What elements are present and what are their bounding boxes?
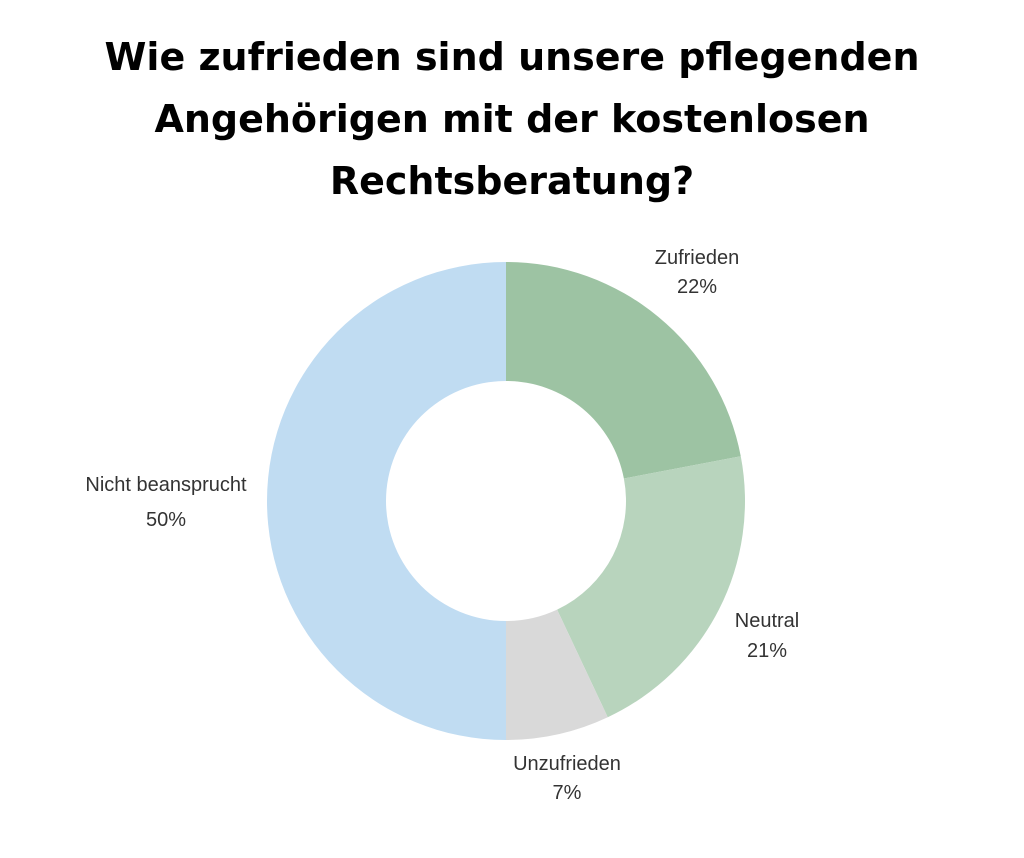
slice-value-zufrieden: 22% xyxy=(677,276,717,298)
slice-labels: Zufrieden 22% Neutral 21% Unzufrieden 7% Nicht… xyxy=(85,247,799,804)
slice-neutral xyxy=(557,456,745,718)
chart-title-line-1: Wie zufrieden sind unsere pflegenden xyxy=(104,35,920,79)
slice-label-unzufrieden: Unzufrieden xyxy=(513,753,621,775)
donut-slices xyxy=(267,262,745,740)
slice-label-neutral: Neutral xyxy=(735,610,799,632)
chart-title-line-3: Rechtsberatung? xyxy=(329,159,695,203)
chart-title: Wie zufrieden sind unsere pflegenden Ang… xyxy=(62,26,962,212)
slice-label-nicht-beansprucht: Nicht beansprucht xyxy=(85,474,247,496)
slice-value-unzufrieden: 7% xyxy=(553,782,582,804)
slice-label-zufrieden: Zufrieden xyxy=(655,247,740,269)
slice-value-neutral: 21% xyxy=(747,640,787,662)
slice-zufrieden xyxy=(506,262,741,479)
chart-title-line-2: Angehörigen mit der kostenlosen xyxy=(154,97,870,141)
slice-unzufrieden xyxy=(506,609,608,740)
slice-value-nicht-beansprucht: 50% xyxy=(146,509,186,531)
slice-nicht-beansprucht xyxy=(267,262,506,740)
